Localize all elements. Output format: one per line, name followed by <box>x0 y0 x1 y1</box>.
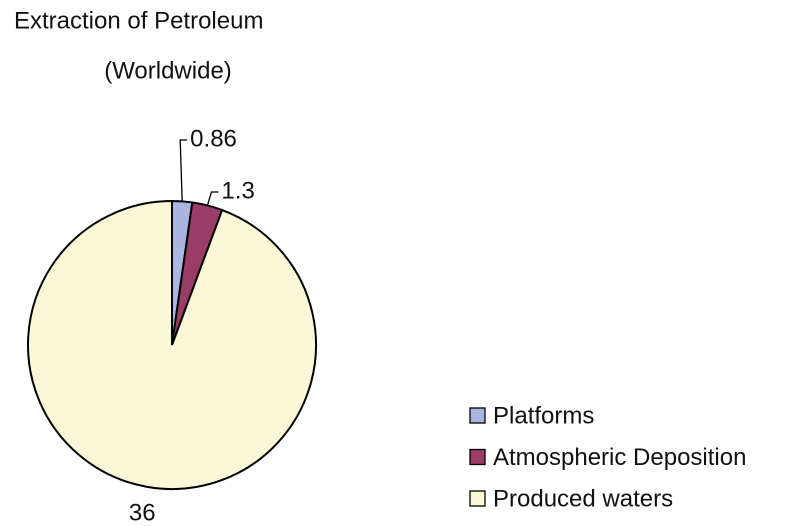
legend-swatch <box>469 448 486 466</box>
data-label: 0.86 <box>190 125 237 152</box>
pie-slice <box>27 199 317 490</box>
legend-swatch <box>469 407 486 424</box>
legend-swatch <box>469 490 486 507</box>
data-label: 1.3 <box>221 177 254 204</box>
legend-label: Atmospheric Deposition <box>493 444 746 471</box>
data-label: 36 <box>129 500 156 526</box>
chart-subtitle: (Worldwide) <box>104 57 232 84</box>
leader-line <box>206 191 219 206</box>
legend-label: Produced waters <box>493 485 673 512</box>
leader-line <box>179 139 188 202</box>
legend-label: Platforms <box>493 402 594 429</box>
chart-title: Extraction of Petroleum <box>14 7 263 34</box>
